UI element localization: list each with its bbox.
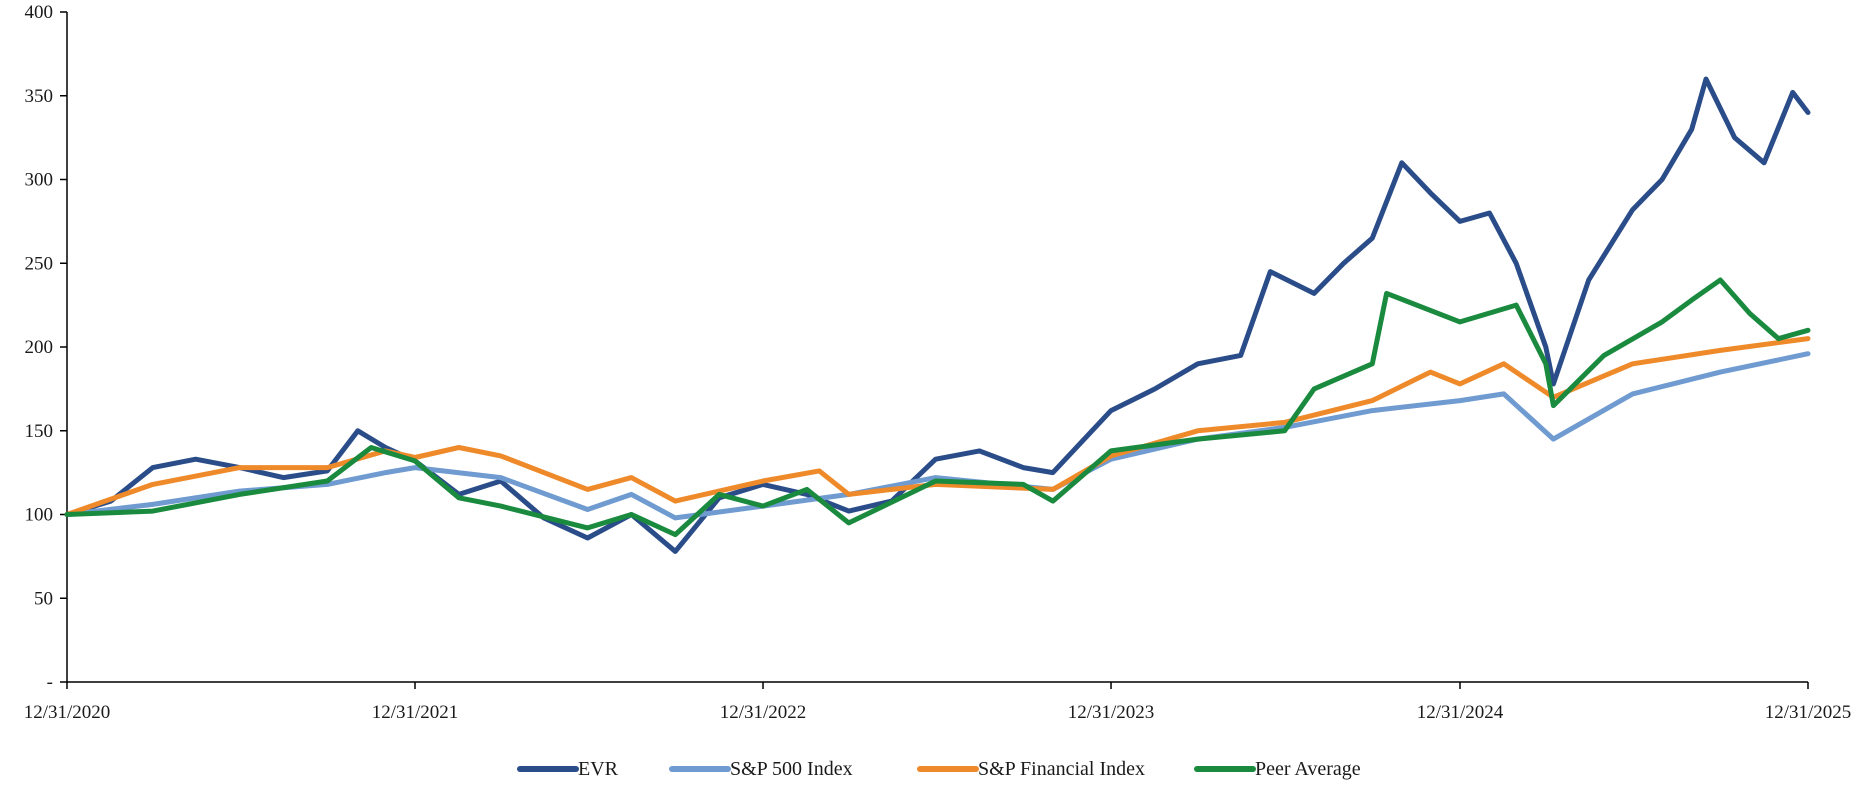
y-tick-label: - bbox=[47, 672, 53, 693]
y-tick-label: 350 bbox=[25, 86, 54, 107]
legend-label-evr: EVR bbox=[578, 758, 619, 780]
legend: EVR S&P 500 Index S&P Financial Index Peer … bbox=[517, 758, 1361, 780]
y-tick-label: 100 bbox=[25, 505, 54, 526]
series-lines bbox=[64, 76, 1811, 554]
x-tick-label: 12/31/2021 bbox=[372, 702, 459, 723]
x-tick-label: 12/31/2023 bbox=[1068, 702, 1155, 723]
x-tick-label: 12/31/2020 bbox=[24, 702, 111, 723]
y-tick-label: 200 bbox=[25, 337, 54, 358]
y-tick-label: 250 bbox=[25, 253, 54, 274]
y-ticks: - 50 100 150 200 250 300 350 400 bbox=[25, 2, 67, 693]
legend-label-s-p-500-index: S&P 500 Index bbox=[730, 758, 853, 780]
y-tick-label: 300 bbox=[25, 170, 54, 191]
legend-label-peer-average: Peer Average bbox=[1255, 758, 1361, 780]
x-tick-label: 12/31/2022 bbox=[720, 702, 807, 723]
x-tick-label: 12/31/2024 bbox=[1417, 702, 1504, 723]
y-tick-label: 50 bbox=[34, 588, 53, 609]
series-line-peer-average bbox=[64, 277, 1811, 538]
x-tick-label: 12/31/2025 bbox=[1765, 702, 1852, 723]
x-ticks: 12/31/2020 12/31/2021 12/31/2022 12/31/2023… bbox=[24, 682, 1852, 723]
y-tick-label: 150 bbox=[25, 421, 54, 442]
series-line-evr bbox=[64, 76, 1811, 554]
y-tick-label: 400 bbox=[25, 2, 54, 23]
legend-label-s-p-financial-index: S&P Financial Index bbox=[978, 758, 1145, 780]
series-line-s-p-500-index bbox=[64, 351, 1811, 521]
